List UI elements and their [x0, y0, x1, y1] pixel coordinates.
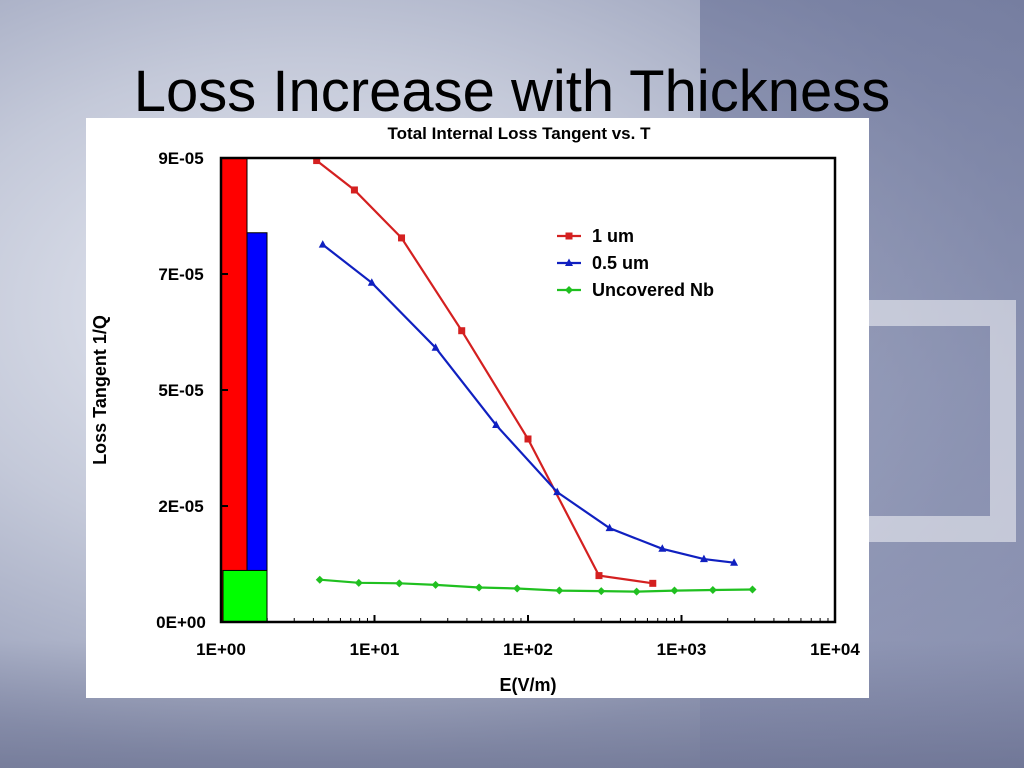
x-tick-label: 1E+02 — [503, 640, 553, 659]
data-point-0-5-um-6 — [658, 544, 667, 552]
x-tick-label: 1E+01 — [350, 640, 400, 659]
y-tick-label: 7E-05 — [158, 265, 203, 284]
data-point-1-um-2 — [398, 234, 406, 242]
data-point-1-um-5 — [595, 572, 603, 580]
data-point-uncovered-nb-8 — [632, 587, 641, 596]
y-tick-label: 0E+00 — [156, 613, 206, 632]
data-point-uncovered-nb-3 — [431, 580, 440, 589]
legend-marker-0-5-um — [565, 258, 573, 266]
data-point-0-5-um-8 — [730, 558, 739, 566]
data-point-uncovered-nb-0 — [315, 575, 324, 584]
data-point-1-um-0 — [313, 157, 321, 165]
chart-title: Total Internal Loss Tangent vs. T — [388, 124, 652, 143]
y-tick-label: 9E-05 — [158, 149, 203, 168]
bar-0-5-um — [246, 232, 268, 623]
data-point-0-5-um-5 — [605, 523, 614, 532]
bar-uncovered-nb — [222, 569, 268, 623]
y-tick-label: 5E-05 — [158, 381, 203, 400]
data-point-1-um-1 — [350, 186, 358, 194]
data-point-uncovered-nb-7 — [597, 587, 606, 596]
slide-title: Loss Increase with Thickness — [133, 59, 891, 124]
plot-area-frame — [219, 156, 837, 624]
data-point-0-5-um-3 — [492, 420, 501, 429]
loss-tangent-chart: Total Internal Loss Tangent vs. T 1E+00 1… — [90, 124, 860, 695]
y-axis-label: Loss Tangent 1/Q — [90, 315, 110, 465]
data-point-0-5-um-0 — [318, 240, 327, 248]
series-line-1-um — [316, 159, 653, 585]
data-point-uncovered-nb-1 — [354, 578, 363, 587]
data-point-uncovered-nb-11 — [748, 585, 757, 594]
legend: 1 um 0.5 um Uncovered Nb — [557, 226, 714, 300]
data-point-uncovered-nb-10 — [708, 586, 717, 595]
legend-label-1-um: 1 um — [592, 226, 634, 246]
legend-label-0-5-um: 0.5 um — [592, 253, 649, 273]
x-tick-label: 1E+03 — [657, 640, 707, 659]
axis-ticks: 1E+00 1E+01 1E+02 1E+03 1E+04 0E+00 2E-05 5E-05… — [156, 149, 860, 659]
legend-marker-1-um — [565, 232, 573, 240]
series-line-uncovered-nb — [319, 578, 753, 593]
data-point-1-um-3 — [458, 327, 466, 335]
legend-marker-uncovered-nb — [565, 286, 573, 294]
y-tick-label: 2E-05 — [158, 497, 203, 516]
x-tick-label: 1E+00 — [196, 640, 246, 659]
legend-label-uncovered-nb: Uncovered Nb — [592, 280, 714, 300]
x-tick-label: 1E+04 — [810, 640, 860, 659]
data-point-0-5-um-2 — [431, 343, 440, 351]
data-point-0-5-um-4 — [553, 487, 562, 496]
data-point-uncovered-nb-6 — [555, 586, 564, 595]
data-point-uncovered-nb-5 — [513, 584, 522, 593]
chart-panel: Total Internal Loss Tangent vs. T 1E+00 1… — [86, 118, 869, 698]
data-point-uncovered-nb-2 — [395, 579, 404, 588]
data-point-0-5-um-7 — [699, 554, 708, 563]
data-point-1-um-6 — [649, 579, 657, 587]
series-layer — [313, 157, 757, 596]
x-axis-label: E(V/m) — [499, 675, 556, 695]
data-point-uncovered-nb-9 — [670, 586, 679, 595]
data-point-1-um-4 — [524, 435, 532, 443]
data-point-uncovered-nb-4 — [475, 583, 484, 592]
data-point-0-5-um-1 — [367, 278, 376, 286]
